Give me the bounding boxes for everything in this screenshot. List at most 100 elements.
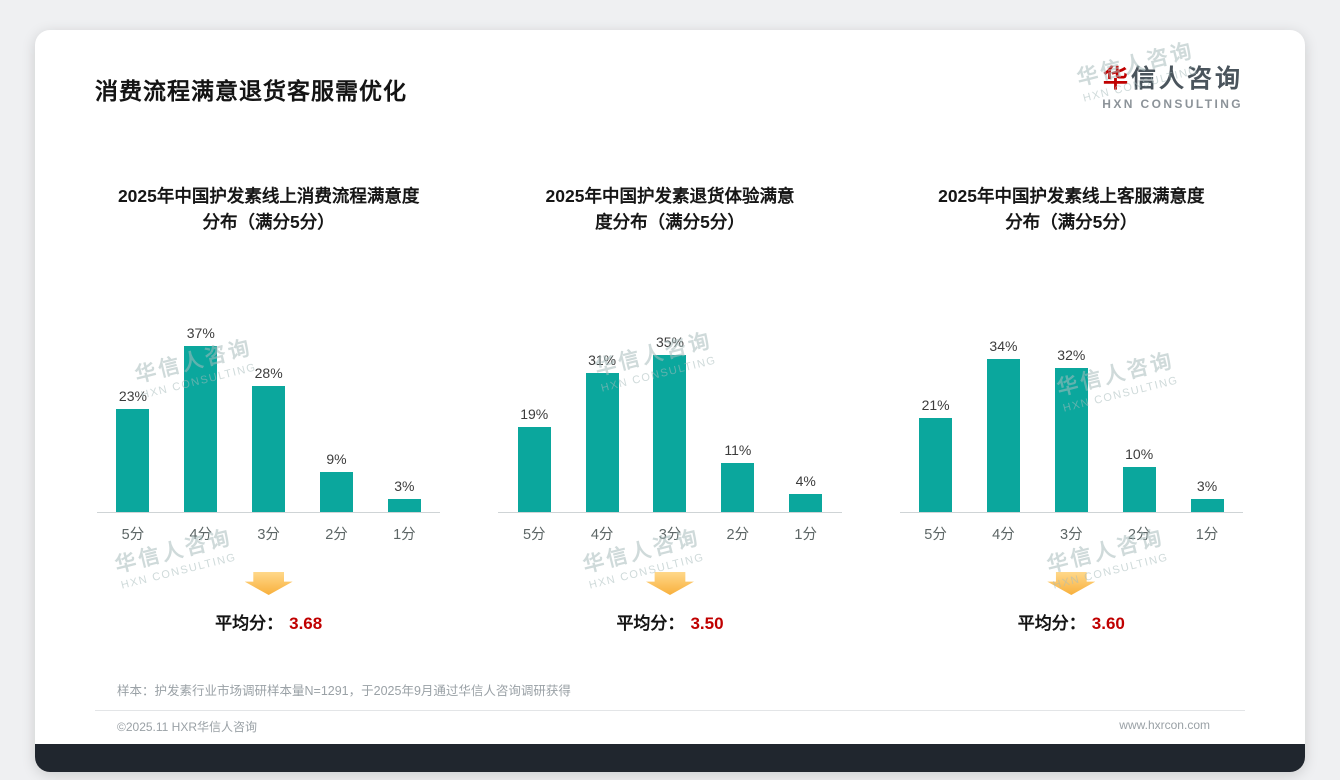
- bar-group: 21%: [902, 396, 970, 512]
- average-label: 平均分：: [616, 614, 685, 633]
- bar-value-label: 21%: [921, 396, 950, 413]
- down-arrow-icon: [1047, 572, 1096, 595]
- x-axis: 5分 4分 3分 2分 1分: [498, 523, 841, 544]
- bar-plot: 21% 34% 32% 10% 3%: [899, 301, 1243, 513]
- brand-logo-english: HXN CONSULTING: [1102, 97, 1243, 111]
- bar-group: 34%: [970, 338, 1038, 512]
- brand-logo-first-char: 华: [1102, 65, 1131, 93]
- bar: [517, 426, 551, 512]
- bar-value-label: 11%: [724, 441, 752, 458]
- bar-value-label: 3%: [394, 477, 415, 494]
- bar-group: 10%: [1105, 446, 1173, 512]
- bar: [184, 345, 218, 512]
- bar-value-label: 3%: [1196, 477, 1218, 494]
- brand-logo: 华信人咨询 HXN CONSULTING: [1102, 64, 1243, 111]
- bar-group: 3%: [370, 477, 438, 512]
- x-axis: 5分 4分 3分 2分 1分: [900, 523, 1243, 544]
- brand-logo-rest: 信人咨询: [1130, 65, 1243, 93]
- x-axis-label: 4分: [992, 527, 1015, 543]
- bar: [252, 386, 286, 512]
- x-axis-label: 3分: [658, 527, 682, 543]
- average-label: 平均分：: [1017, 614, 1086, 633]
- bar-plot: 23% 37% 28% 9% 3%: [97, 301, 441, 513]
- x-axis: 5分 4分 3分 2分 1分: [97, 523, 440, 544]
- bar-group: 3%: [1173, 477, 1241, 512]
- bar: [387, 498, 421, 512]
- average-score: 平均分： 3.68: [215, 609, 322, 634]
- bottom-bar: [35, 744, 1305, 772]
- bar: [1122, 467, 1156, 512]
- average-value: 3.50: [690, 614, 724, 633]
- page-title: 消费流程满意退货客服需优化: [95, 78, 407, 104]
- bar-group: 31%: [568, 351, 636, 512]
- bar: [721, 462, 755, 512]
- average-score: 平均分： 3.50: [616, 609, 723, 634]
- bar-group: 4%: [772, 473, 840, 512]
- bar-group: 19%: [500, 405, 568, 512]
- bar-value-label: 10%: [1125, 446, 1154, 462]
- x-axis-label: 2分: [1127, 527, 1151, 543]
- x-axis-label: 1分: [1195, 527, 1219, 543]
- x-axis-label: 5分: [121, 527, 145, 543]
- x-axis-label: 3分: [257, 527, 280, 543]
- x-axis-label: 5分: [522, 527, 546, 543]
- bar-value-label: 32%: [1057, 347, 1086, 363]
- bar: [320, 471, 353, 512]
- bar-group: 28%: [235, 365, 303, 512]
- average-value: 3.60: [1091, 614, 1125, 633]
- bar-value-label: 23%: [118, 387, 147, 404]
- down-arrow-icon: [244, 572, 293, 595]
- x-axis-label: 2分: [325, 527, 348, 543]
- sample-note: 样本：护发素行业市场调研样本量N=1291，于2025年9月通过华信人咨询调研获…: [117, 684, 571, 698]
- down-arrow-icon: [645, 572, 694, 595]
- bar-value-label: 9%: [326, 450, 347, 467]
- bar: [789, 494, 823, 512]
- footer-row: ©2025.11 HXR华信人咨询 www.hxrcon.com: [35, 711, 1305, 735]
- bar: [1190, 498, 1224, 512]
- x-axis-label: 1分: [393, 527, 416, 543]
- bar-value-label: 35%: [655, 333, 684, 350]
- bar-group: 23%: [99, 387, 167, 512]
- x-axis-label: 1分: [794, 527, 817, 543]
- bar: [1054, 368, 1088, 512]
- bar-group: 37%: [167, 324, 235, 512]
- x-axis-label: 3分: [1060, 527, 1083, 543]
- x-axis-label: 5分: [924, 527, 947, 543]
- bar-group: 9%: [303, 450, 371, 512]
- bar-value-label: 37%: [186, 324, 215, 341]
- chart-title: 2025年中国护发素线上客服满意度 分布（满分5分）: [938, 186, 1205, 232]
- bar-plot: 19% 31% 35% 11% 4%: [498, 301, 842, 513]
- footer-divider: [95, 710, 1245, 711]
- bar: [116, 408, 150, 512]
- bar-group: 11%: [704, 441, 772, 512]
- bar: [919, 417, 953, 512]
- average-score: 平均分： 3.60: [1018, 609, 1125, 634]
- bar-group: 35%: [636, 333, 704, 512]
- chart-consumption-flow: 2025年中国护发素线上消费流程满意度 分布（满分5分） 23% 37% 28% 9%…: [97, 183, 441, 634]
- slide-header: 消费流程满意退货客服需优化 华信人咨询 HXN CONSULTING: [35, 30, 1305, 111]
- bar-value-label: 4%: [795, 473, 816, 489]
- website-text: www.hxrcon.com: [1119, 718, 1210, 732]
- brand-logo-chinese: 华信人咨询: [1102, 64, 1243, 94]
- bar: [986, 359, 1020, 512]
- bar: [585, 372, 619, 512]
- x-axis-label: 2分: [726, 527, 750, 543]
- bar-value-label: 34%: [989, 338, 1018, 354]
- average-label: 平均分：: [215, 614, 284, 633]
- x-axis-label: 4分: [590, 527, 614, 543]
- chart-title: 2025年中国护发素退货体验满意 度分布（满分5分）: [545, 186, 795, 232]
- chart-title: 2025年中国护发素线上消费流程满意度 分布（满分5分）: [117, 186, 420, 232]
- bar-group: 32%: [1037, 347, 1105, 512]
- chart-return-experience: 2025年中国护发素退货体验满意 度分布（满分5分） 19% 31% 35% 11% 4…: [498, 183, 842, 634]
- copyright-text: ©2025.11 HXR华信人咨询: [117, 720, 257, 734]
- x-axis-label: 4分: [189, 527, 213, 543]
- chart-customer-service: 2025年中国护发素线上客服满意度 分布（满分5分） 21% 34% 32% 10% 3…: [899, 183, 1243, 634]
- bar-value-label: 19%: [520, 405, 549, 422]
- bar: [653, 354, 687, 512]
- bar-value-label: 28%: [254, 365, 283, 381]
- charts-row: 2025年中国护发素线上消费流程满意度 分布（满分5分） 23% 37% 28% 9%…: [35, 183, 1305, 634]
- bar-value-label: 31%: [588, 351, 617, 368]
- average-value: 3.68: [289, 614, 323, 633]
- slide-card: 华信人咨询 HXN CONSULTING 华信人咨询 HXN CONSULTING 华信…: [35, 30, 1305, 772]
